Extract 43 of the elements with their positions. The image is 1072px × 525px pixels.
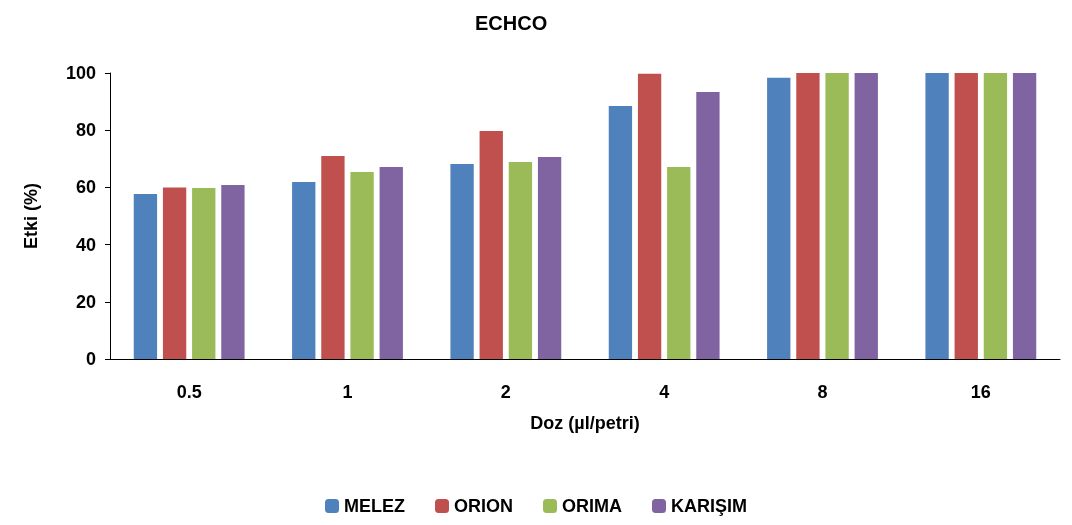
bar bbox=[954, 73, 978, 359]
bar bbox=[767, 77, 791, 359]
bar bbox=[637, 73, 662, 359]
bar bbox=[796, 73, 820, 359]
bar bbox=[608, 105, 633, 359]
x-tick-label: 1 bbox=[342, 382, 353, 402]
x-axis-title: Doz (µl/petri) bbox=[530, 413, 640, 433]
bar bbox=[292, 181, 316, 359]
legend-label: MELEZ bbox=[344, 496, 406, 516]
x-tick-label: 4 bbox=[659, 382, 670, 402]
bar bbox=[696, 91, 720, 359]
legend-label: ORION bbox=[454, 496, 514, 516]
bar bbox=[925, 73, 949, 359]
legend-label: ORIMA bbox=[562, 496, 622, 516]
y-tick-label: 100 bbox=[65, 63, 96, 83]
bar bbox=[667, 167, 691, 359]
bar bbox=[379, 167, 403, 359]
x-tick-label: 8 bbox=[817, 382, 828, 402]
x-tick-label: 2 bbox=[500, 382, 511, 402]
chart-title: ECHCO bbox=[475, 12, 548, 34]
bar bbox=[133, 193, 158, 359]
bar bbox=[221, 185, 245, 359]
y-tick-label: 80 bbox=[75, 120, 96, 141]
bar bbox=[537, 157, 562, 359]
bar bbox=[350, 171, 374, 359]
bar bbox=[479, 131, 503, 359]
y-tick-label: 0 bbox=[85, 349, 96, 369]
bar bbox=[854, 73, 878, 359]
bar bbox=[825, 73, 849, 359]
bar bbox=[192, 187, 216, 359]
bar bbox=[450, 163, 474, 359]
legend-label: KARIŞIM bbox=[671, 496, 747, 516]
y-axis-title: Etki (%) bbox=[21, 182, 41, 250]
bar bbox=[508, 161, 533, 359]
y-tick-label: 40 bbox=[75, 234, 96, 255]
y-tick-label: 60 bbox=[75, 177, 96, 198]
x-tick-label: 16 bbox=[970, 382, 991, 402]
bar bbox=[983, 73, 1008, 359]
bar bbox=[162, 187, 187, 359]
bar bbox=[321, 155, 345, 359]
y-tick-label: 20 bbox=[75, 291, 96, 312]
x-tick-label: 0.5 bbox=[176, 382, 202, 402]
bar bbox=[1012, 73, 1037, 359]
